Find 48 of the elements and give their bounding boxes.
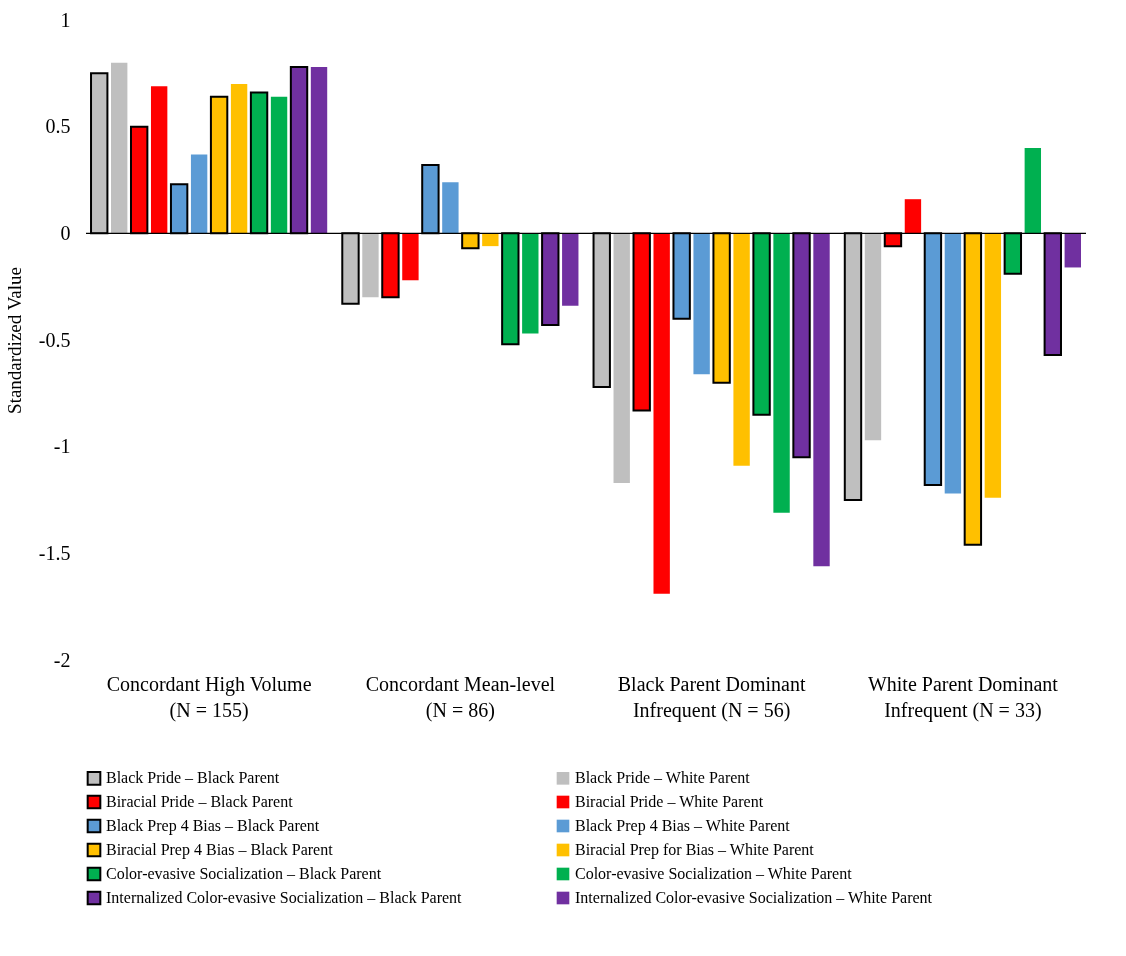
bar <box>362 233 379 298</box>
bar <box>773 233 790 513</box>
x-tick-label: Black Parent Dominant Infrequent (N = 56) <box>617 672 806 722</box>
bar <box>190 154 208 234</box>
y-tick-label: -1 <box>53 435 71 458</box>
bar <box>270 96 288 234</box>
bar <box>813 233 830 567</box>
bar <box>1024 148 1042 234</box>
y-tick-label: 1 <box>60 8 71 31</box>
bar <box>653 233 670 594</box>
bar <box>150 86 168 234</box>
legend-label: Internalized Color-evasive Socialization – Black Parent <box>106 889 463 906</box>
legend-label: Black Pride – White Parent <box>575 769 751 787</box>
legend-label: Biracial Pride – White Parent <box>575 793 764 810</box>
bar <box>1064 233 1081 268</box>
bar <box>442 182 459 234</box>
y-tick-label: 0.5 <box>45 115 71 138</box>
bar <box>562 233 579 306</box>
bar <box>402 233 419 281</box>
legend-label: Internalized Color-evasive Socialization – White Parent <box>575 889 933 906</box>
bar <box>613 233 630 483</box>
bar <box>111 62 128 234</box>
bar <box>944 233 962 494</box>
legend-label: Black Prep 4 Bias – Black Parent <box>106 817 320 835</box>
y-axis-title: Standardized Value <box>3 267 25 414</box>
bar <box>733 233 750 466</box>
bar <box>230 84 248 234</box>
bar <box>482 233 499 247</box>
legend-label: Biracial Pride – Black Parent <box>106 793 294 810</box>
bar <box>864 233 882 441</box>
legend-label: Black Pride – Black Parent <box>106 769 280 787</box>
legend-label: Color-evasive Socialization – Black Parent <box>106 865 382 882</box>
bar <box>984 233 1002 498</box>
legend-label: Biracial Prep for Bias – White Parent <box>575 841 815 859</box>
x-tick-label: White Parent Dominant Infrequent (N = 33) <box>867 672 1059 722</box>
y-tick-label: 0 <box>60 221 71 244</box>
y-tick-label: -2 <box>53 648 71 671</box>
y-tick-label: -1.5 <box>38 541 71 564</box>
bar <box>522 233 539 334</box>
bar <box>310 66 328 234</box>
bar <box>693 233 710 375</box>
legend-label: Biracial Prep 4 Bias – Black Parent <box>106 841 334 859</box>
legend-label: Color-evasive Socialization – White Parent <box>575 865 853 882</box>
x-tick-label: Concordant High Volume (N = 155) <box>106 672 312 722</box>
x-tick-label: Concordant Mean-level (N = 86) <box>365 672 556 722</box>
y-tick-label: -0.5 <box>38 328 71 351</box>
bar <box>904 199 922 234</box>
legend-label: Black Prep 4 Bias – White Parent <box>575 817 791 835</box>
